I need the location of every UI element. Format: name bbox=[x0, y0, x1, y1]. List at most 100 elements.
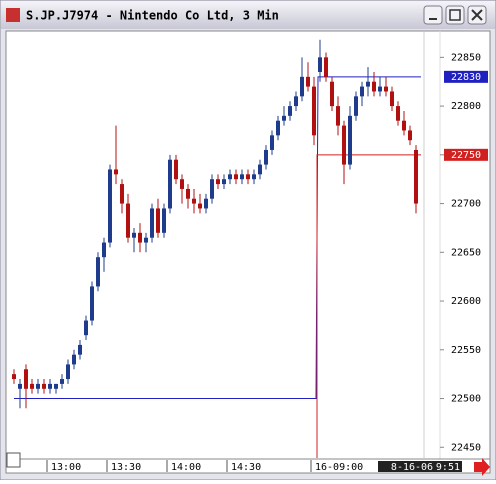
candle-body bbox=[228, 174, 232, 180]
candle-body bbox=[42, 383, 46, 389]
y-tick-label: 22500 bbox=[451, 394, 481, 405]
scroll-arrow[interactable] bbox=[474, 458, 490, 476]
maximize-icon bbox=[449, 9, 461, 21]
candle-body bbox=[216, 179, 220, 185]
candle-body bbox=[330, 81, 334, 107]
status-time: 9:51 bbox=[436, 462, 460, 473]
candle-body bbox=[168, 159, 172, 209]
candle-body bbox=[102, 242, 106, 258]
candle-body bbox=[312, 86, 316, 136]
candle-body bbox=[114, 169, 118, 175]
candle-body bbox=[78, 344, 82, 355]
candle-body bbox=[396, 106, 400, 121]
candle-body bbox=[180, 179, 184, 189]
candle-body bbox=[54, 383, 58, 389]
candle-body bbox=[360, 86, 364, 97]
candle-body bbox=[324, 57, 328, 77]
candle-body bbox=[60, 379, 64, 384]
candle-body bbox=[402, 120, 406, 131]
candle-body bbox=[192, 198, 196, 204]
window-buttons bbox=[423, 5, 487, 25]
candle-body bbox=[174, 159, 178, 180]
candle-body bbox=[144, 237, 148, 243]
candle-body bbox=[12, 374, 16, 380]
y-tick-label: 22800 bbox=[451, 101, 481, 112]
candle-body bbox=[282, 115, 286, 121]
candle-body bbox=[96, 257, 100, 287]
candle-body bbox=[150, 208, 154, 238]
candle-body bbox=[318, 57, 322, 72]
level-line bbox=[316, 154, 421, 458]
candle-body bbox=[120, 184, 124, 204]
candle-body bbox=[72, 354, 76, 365]
candle-body bbox=[288, 106, 292, 116]
x-tick-label: 16-09:00 bbox=[315, 462, 363, 473]
x-tick-label: 14:00 bbox=[171, 462, 201, 473]
candle-body bbox=[252, 174, 256, 180]
candle-body bbox=[354, 96, 358, 116]
candle-body bbox=[300, 76, 304, 97]
candle-body bbox=[246, 174, 250, 180]
candle-body bbox=[84, 320, 88, 336]
candle-body bbox=[408, 130, 412, 141]
level-tag bbox=[444, 148, 488, 161]
maximize-button[interactable] bbox=[445, 5, 465, 25]
candle-body bbox=[390, 91, 394, 107]
candle-body bbox=[66, 364, 70, 380]
title-bar bbox=[1, 1, 495, 29]
candle-body bbox=[258, 164, 262, 175]
candle-body bbox=[276, 120, 280, 136]
x-tick-label: 13:30 bbox=[111, 462, 141, 473]
y-tick-label: 22600 bbox=[451, 296, 481, 307]
candle-body bbox=[210, 179, 214, 199]
candle-body bbox=[240, 174, 244, 180]
candle-body bbox=[342, 125, 346, 165]
candle-body bbox=[372, 81, 376, 92]
y-tick-label: 22450 bbox=[451, 442, 481, 453]
window-title: S.JP.J7974 - Nintendo Co Ltd, 3 Min bbox=[26, 9, 279, 23]
y-tick-label: 22700 bbox=[451, 199, 481, 210]
candle-body bbox=[132, 232, 136, 238]
candle-body bbox=[336, 106, 340, 126]
x-tick-label: 14:30 bbox=[231, 462, 261, 473]
candle-body bbox=[90, 286, 94, 321]
candle-body bbox=[24, 369, 28, 389]
time-axis bbox=[5, 458, 491, 474]
plot-area bbox=[5, 30, 491, 460]
level-label: 22750 bbox=[451, 150, 481, 161]
corner-box[interactable] bbox=[6, 452, 21, 468]
candle-body bbox=[264, 149, 268, 165]
close-icon bbox=[471, 9, 483, 21]
x-tick-label: 13:00 bbox=[51, 462, 81, 473]
status-date: 8-16-06 bbox=[391, 462, 433, 473]
candle-body bbox=[204, 198, 208, 209]
candle-body bbox=[294, 96, 298, 107]
level-label: 22830 bbox=[451, 72, 481, 83]
y-tick-label: 22650 bbox=[451, 247, 481, 258]
candle-body bbox=[306, 76, 310, 87]
candle-body bbox=[198, 203, 202, 209]
y-tick-label: 22850 bbox=[451, 52, 481, 63]
candle-body bbox=[186, 188, 190, 199]
candle-body bbox=[162, 208, 166, 233]
minimize-button[interactable] bbox=[423, 5, 443, 25]
candle-body bbox=[378, 86, 382, 92]
level-tag bbox=[444, 70, 488, 83]
candle-body bbox=[108, 169, 112, 243]
candle-body bbox=[138, 232, 142, 243]
candle-body bbox=[366, 81, 370, 87]
candle-body bbox=[48, 383, 52, 389]
app-icon bbox=[6, 8, 20, 22]
candle-body bbox=[30, 383, 34, 389]
candle-body bbox=[126, 203, 130, 238]
y-tick-label: 22550 bbox=[451, 345, 481, 356]
candle-body bbox=[156, 208, 160, 233]
candle-body bbox=[18, 383, 22, 389]
candle-body bbox=[270, 135, 274, 150]
candle-body bbox=[348, 115, 352, 165]
candle-body bbox=[414, 149, 418, 204]
candle-body bbox=[234, 174, 238, 180]
candle-body bbox=[36, 383, 40, 389]
candle-body bbox=[384, 86, 388, 92]
